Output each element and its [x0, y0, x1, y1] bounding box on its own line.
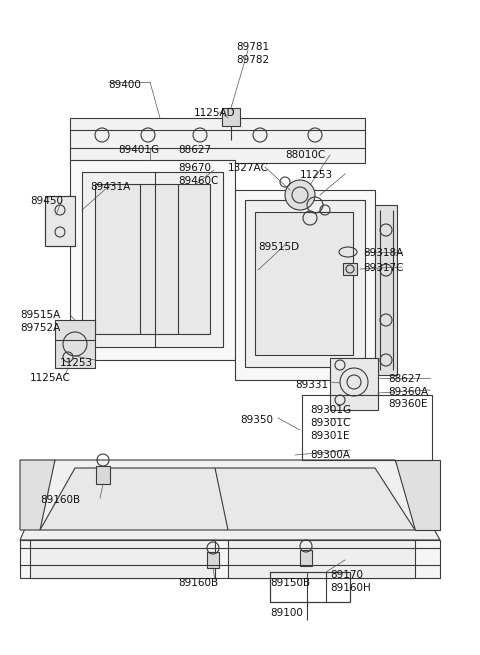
Text: 1125AC: 1125AC — [30, 373, 71, 383]
Bar — [70, 160, 235, 360]
Polygon shape — [55, 320, 95, 368]
Text: 89360A: 89360A — [388, 387, 428, 397]
Text: 89317C: 89317C — [363, 263, 404, 273]
Polygon shape — [40, 468, 415, 530]
Polygon shape — [222, 108, 240, 126]
Text: 89752A: 89752A — [20, 323, 60, 333]
Bar — [255, 212, 353, 355]
Bar — [96, 466, 110, 484]
Bar — [302, 395, 432, 460]
Text: 89401G: 89401G — [118, 145, 159, 155]
Bar — [270, 572, 350, 602]
Bar — [95, 184, 210, 334]
Bar — [330, 358, 378, 410]
Bar — [45, 196, 75, 246]
Text: 11253: 11253 — [60, 358, 93, 368]
Bar — [207, 552, 219, 568]
Text: 89331: 89331 — [295, 380, 328, 390]
Text: 89460C: 89460C — [178, 176, 218, 186]
Text: 89301G: 89301G — [310, 405, 351, 415]
Text: 89150B: 89150B — [270, 578, 310, 588]
Text: 11253: 11253 — [300, 170, 333, 180]
Bar — [20, 540, 440, 578]
Text: 89450: 89450 — [30, 196, 63, 206]
Text: 89400: 89400 — [108, 80, 141, 90]
Text: 1125AD: 1125AD — [194, 108, 236, 118]
Text: 1327AC: 1327AC — [228, 163, 269, 173]
Text: 89160H: 89160H — [330, 583, 371, 593]
Circle shape — [285, 180, 315, 210]
Text: 89300A: 89300A — [310, 450, 350, 460]
Polygon shape — [395, 460, 440, 530]
Text: 89160B: 89160B — [178, 578, 218, 588]
Text: 89670: 89670 — [178, 163, 211, 173]
Text: 89301C: 89301C — [310, 418, 350, 428]
Bar — [343, 263, 357, 275]
Bar — [82, 172, 223, 347]
Bar — [375, 205, 397, 375]
Text: 88010C: 88010C — [285, 150, 325, 160]
Bar — [235, 190, 375, 380]
Polygon shape — [30, 540, 215, 578]
Polygon shape — [20, 460, 55, 530]
Text: 89350: 89350 — [240, 415, 273, 425]
Text: 88627: 88627 — [388, 374, 421, 384]
Text: 89782: 89782 — [236, 55, 269, 65]
Text: 89781: 89781 — [236, 42, 269, 52]
Text: 89515D: 89515D — [258, 242, 299, 252]
Text: 88627: 88627 — [178, 145, 211, 155]
Text: 89170: 89170 — [330, 570, 363, 580]
Bar — [300, 550, 312, 566]
Text: 89360E: 89360E — [388, 399, 428, 409]
Text: 89431A: 89431A — [90, 182, 130, 192]
Bar — [70, 118, 365, 163]
Text: 89301E: 89301E — [310, 431, 349, 441]
Polygon shape — [20, 460, 440, 540]
Text: 89515A: 89515A — [20, 310, 60, 320]
Bar — [245, 200, 365, 367]
Text: 89100: 89100 — [270, 608, 303, 618]
Polygon shape — [228, 540, 415, 578]
Text: 89318A: 89318A — [363, 248, 403, 258]
Text: 89160B: 89160B — [40, 495, 80, 505]
